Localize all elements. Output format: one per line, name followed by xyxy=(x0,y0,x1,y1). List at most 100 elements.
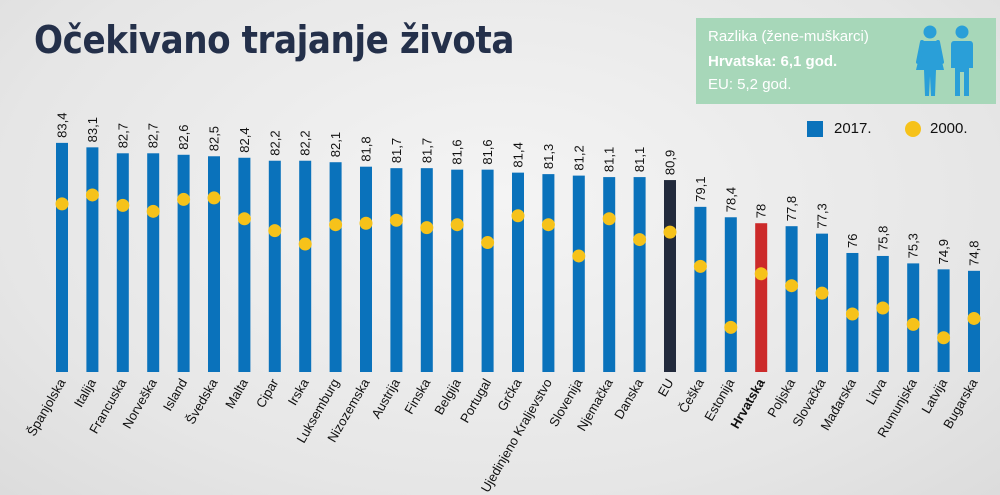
dot-2000-mađarska xyxy=(845,307,859,321)
bar-2017-island xyxy=(177,154,190,372)
value-label-italija: 83,1 xyxy=(85,117,100,142)
category-label-eu: EU xyxy=(655,376,677,399)
bar-2017-italija xyxy=(86,147,99,372)
bar-2017-malta xyxy=(238,157,251,372)
bars-layer xyxy=(56,142,980,372)
dot-2000-estonija xyxy=(724,320,738,334)
value-label-španjolska: 83,4 xyxy=(55,113,70,138)
category-label-belgija: Belgija xyxy=(431,375,464,417)
bar-2017-estonija xyxy=(724,217,737,372)
dot-2000-latvija xyxy=(937,331,951,345)
dot-2000-španjolska xyxy=(55,197,69,211)
value-label-norveška: 82,7 xyxy=(146,123,161,148)
dot-2000-bugarska xyxy=(967,311,981,325)
bar-2017-hrvatska xyxy=(755,223,768,372)
value-label-poljska: 77,8 xyxy=(784,196,799,221)
gender-difference-box: Razlika (žene-muškarci) Hrvatska: 6,1 go… xyxy=(696,18,996,104)
value-label-belgija: 81,6 xyxy=(450,139,465,164)
dot-2000-danska xyxy=(633,233,647,247)
value-label-island: 82,6 xyxy=(176,124,191,149)
category-label-danska: Danska xyxy=(611,375,646,421)
value-label-nizozemska: 81,8 xyxy=(359,136,374,161)
bar-2017-luksemburg xyxy=(329,162,342,372)
value-label-eu: 80,9 xyxy=(663,150,678,175)
dot-2000-irska xyxy=(298,237,312,251)
bar-2017-španjolska xyxy=(56,142,68,372)
bar-2017-finska xyxy=(420,168,433,372)
dot-2000-njemačka xyxy=(602,212,616,226)
value-label-finska: 81,7 xyxy=(419,138,434,163)
value-label-mađarska: 76 xyxy=(845,234,860,248)
difference-heading: Razlika (žene-muškarci) xyxy=(708,28,869,45)
dot-2000-grčka xyxy=(511,209,525,223)
legend-2017-label: 2017. xyxy=(834,120,872,137)
value-label-portugal: 81,6 xyxy=(480,139,495,164)
dot-2000-nizozemska xyxy=(359,216,373,230)
category-label-španjolska: Španjolska xyxy=(24,375,69,438)
value-label-slovenija: 81,2 xyxy=(571,145,586,170)
bar-2017-slovačka xyxy=(816,233,828,372)
dot-2000-finska xyxy=(420,221,434,235)
value-label-češka: 79,1 xyxy=(693,177,708,202)
value-label-francuska: 82,7 xyxy=(115,123,130,148)
bar-2017-nizozemska xyxy=(360,166,372,372)
value-label-hrvatska: 78 xyxy=(754,204,769,218)
dot-2000-češka xyxy=(693,259,707,273)
dot-2000-malta xyxy=(237,212,251,226)
value-label-ujedinjeno-kraljevstvo: 81,3 xyxy=(541,144,556,169)
category-label-cipar: Cipar xyxy=(253,375,282,410)
value-label-malta: 82,4 xyxy=(237,127,252,152)
dot-2000-hrvatska xyxy=(754,267,768,281)
category-label-italija: Italija xyxy=(71,375,100,409)
value-label-luksemburg: 82,1 xyxy=(328,132,343,157)
bar-2017-eu xyxy=(664,180,676,372)
bar-2017-latvija xyxy=(937,269,950,372)
dot-2000-portugal xyxy=(481,236,495,250)
category-label-malta: Malta xyxy=(222,375,251,411)
category-label-island: Island xyxy=(160,376,190,414)
bar-2017-slovenija xyxy=(572,175,585,372)
value-label-austrija: 81,7 xyxy=(389,138,404,163)
value-label-litva: 75,8 xyxy=(875,226,890,251)
value-label-grčka: 81,4 xyxy=(511,142,526,167)
difference-croatia: Hrvatska: 6,1 god. xyxy=(708,53,838,70)
value-label-slovačka: 77,3 xyxy=(815,203,830,228)
bar-2017-poljska xyxy=(785,226,798,372)
dot-2000-island xyxy=(177,192,191,206)
dot-2000-ujedinjeno-kraljevstvo xyxy=(541,218,555,232)
dot-2000-cipar xyxy=(268,224,282,238)
dot-2000-austrija xyxy=(389,213,403,227)
bar-2017-češka xyxy=(694,206,707,372)
category-label-irska: Irska xyxy=(285,375,312,408)
category-label-češka: Češka xyxy=(676,375,708,415)
dot-2000-rumunjska xyxy=(906,317,920,331)
category-label-austrija: Austrija xyxy=(368,375,403,421)
bar-2017-grčka xyxy=(512,172,524,372)
value-label-cipar: 82,2 xyxy=(267,130,282,155)
man-woman-icon xyxy=(916,25,973,96)
value-labels-layer: 83,4 83,1 82,7 82,7 82,6 82,5 82,4 82,2 82,2 82,1… xyxy=(55,113,982,266)
category-label-finska: Finska xyxy=(401,375,434,416)
dot-2000-litva xyxy=(876,301,890,315)
dot-2000-italija xyxy=(85,188,99,202)
legend-2017-swatch xyxy=(807,121,823,137)
bar-2017-austrija xyxy=(390,168,403,372)
bar-2017-ujedinjeno-kraljevstvo xyxy=(542,174,555,372)
value-label-danska: 81,1 xyxy=(632,147,647,172)
bar-2017-irska xyxy=(299,160,312,372)
bar-2017-švedska xyxy=(208,156,220,372)
value-label-irska: 82,2 xyxy=(298,130,313,155)
value-label-estonija: 78,4 xyxy=(723,187,738,212)
dot-2000-norveška xyxy=(146,204,160,218)
dots-layer xyxy=(55,188,981,345)
dot-2000-belgija xyxy=(450,218,464,232)
bar-2017-rumunjska xyxy=(907,263,920,372)
bar-2017-njemačka xyxy=(603,177,616,372)
bar-2017-cipar xyxy=(268,160,281,372)
dot-2000-poljska xyxy=(785,279,799,293)
legend-2000-label: 2000. xyxy=(930,120,968,137)
dot-2000-francuska xyxy=(116,198,130,212)
bar-2017-francuska xyxy=(116,153,129,372)
